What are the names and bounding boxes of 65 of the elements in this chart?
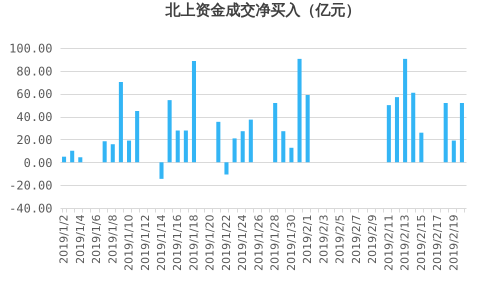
bar [444, 102, 448, 162]
bar [403, 58, 408, 162]
x-tick-label: 2019/2/15 [414, 214, 428, 271]
y-tick-label: 80.00 [16, 64, 52, 78]
x-tick-label: 2019/2/3 [317, 214, 330, 264]
bar [248, 120, 253, 162]
bar [78, 157, 82, 162]
y-tick-label: 20.00 [16, 132, 52, 147]
bar [135, 110, 140, 162]
x-tick-label: 2019/1/10 [122, 214, 136, 271]
bar [386, 105, 391, 162]
x-tick-label: 2019/2/19 [447, 214, 460, 271]
bar [411, 92, 416, 162]
bar [176, 130, 180, 162]
x-tick-label: 2019/1/2 [58, 214, 71, 264]
bar [192, 61, 196, 162]
x-tick-label: 2019/1/4 [74, 214, 87, 264]
y-tick-label: 100.00 [9, 42, 52, 56]
x-tick-label: 2019/1/28 [268, 214, 282, 271]
x-tick-label: 2019/1/16 [171, 214, 184, 271]
x-tick-label: 2019/2/5 [334, 214, 347, 264]
bar [306, 94, 310, 162]
x-tick-label: 2019/2/1 [301, 214, 314, 264]
x-tick-label: 2019/1/26 [252, 214, 266, 271]
bar [394, 97, 400, 162]
bar [126, 140, 132, 162]
bar [118, 82, 123, 162]
bar [70, 150, 74, 162]
x-tick-label: 2019/1/8 [106, 214, 120, 264]
bar [102, 141, 107, 162]
bar [452, 140, 456, 162]
x-tick-label: 2019/1/14 [155, 214, 168, 271]
x-tick-label: 2019/1/18 [187, 214, 200, 271]
x-tick-label: 2019/2/7 [350, 214, 363, 264]
x-tick-label: 2019/1/12 [138, 214, 152, 271]
bar [168, 100, 172, 162]
x-tick-label: 2019/1/24 [236, 214, 250, 271]
x-tick-label: 2019/2/9 [366, 214, 380, 264]
bar [184, 130, 188, 162]
y-tick-label: 60.00 [16, 87, 52, 102]
x-tick-label: 2019/2/13 [398, 214, 412, 271]
bar [419, 132, 424, 162]
bar [232, 138, 237, 162]
bar [216, 122, 220, 162]
bar [159, 162, 164, 179]
bar [460, 102, 464, 162]
x-tick-label: 2019/2/11 [382, 214, 396, 271]
bar [110, 144, 115, 162]
x-tick-label: 2019/2/17 [431, 214, 444, 271]
x-tick-label: 2019/1/6 [90, 214, 104, 264]
bar [273, 102, 278, 162]
chart-title: 北上资金成交净买入（亿元） [164, 1, 360, 19]
x-tick-label: 2019/1/20 [204, 214, 217, 271]
bar [240, 131, 245, 162]
x-tick-label: 2019/1/22 [220, 214, 233, 271]
y-tick-label: -40.00 [9, 202, 52, 216]
y-tick-label: -20.00 [9, 178, 52, 193]
y-tick-label: 0.00 [24, 156, 52, 170]
bar [289, 148, 294, 162]
y-tick-label: 40.00 [16, 110, 52, 124]
bar [281, 131, 286, 162]
bar [298, 58, 302, 162]
bar [224, 162, 228, 175]
x-tick-label: 2019/1/30 [284, 214, 298, 271]
bar [62, 156, 66, 162]
